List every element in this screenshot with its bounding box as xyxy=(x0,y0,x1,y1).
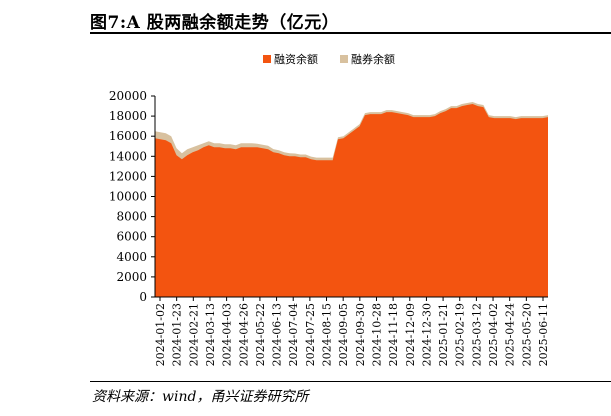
x-tick-label: 2025-05-20 xyxy=(520,303,533,366)
y-tick-label: 16000 xyxy=(109,129,147,143)
y-axis: 0 2000 4000 6000 8000 10000 12000 14000 16000 180… xyxy=(109,89,156,304)
x-tick-label: 2024-11-18 xyxy=(387,303,400,366)
y-tick-label: 0 xyxy=(139,290,147,304)
title-rule xyxy=(90,32,611,34)
x-tick-label: 2024-01-02 xyxy=(154,303,167,366)
x-tick-label: 2024-10-28 xyxy=(370,303,383,366)
y-tick-label: 14000 xyxy=(109,149,147,163)
x-tick-label: 2024-06-13 xyxy=(271,303,284,366)
source-note: 资料来源：wind，甬兴证券研究所 xyxy=(92,389,309,405)
x-tick-label: 2025-01-21 xyxy=(437,303,450,366)
x-tick-label: 2024-09-30 xyxy=(354,303,367,366)
area-financing xyxy=(155,104,548,297)
x-tick-label: 2024-04-03 xyxy=(221,303,234,366)
legend-label-securities-lending: 融券余额 xyxy=(351,52,395,66)
y-tick-label: 2000 xyxy=(116,270,147,284)
x-tick-label: 2024-12-30 xyxy=(420,303,433,366)
margin-balance-chart: 融资余额 融券余额 0 2000 4000 6000 8000 10000 12000 140… xyxy=(109,52,550,366)
x-tick-label: 2024-02-21 xyxy=(187,303,200,366)
x-tick-label: 2025-04-02 xyxy=(487,303,500,366)
y-tick-label: 8000 xyxy=(116,210,147,224)
x-tick-label: 2025-02-19 xyxy=(454,303,467,366)
x-tick-label: 2024-07-04 xyxy=(287,303,300,366)
legend: 融资余额 融券余额 xyxy=(263,52,395,66)
x-tick-label: 2024-09-05 xyxy=(337,303,350,366)
legend-label-financing: 融资余额 xyxy=(274,52,318,66)
x-tick-label: 2025-06-11 xyxy=(537,303,550,366)
x-tick-label: 2024-01-23 xyxy=(171,303,184,366)
y-tick-label: 4000 xyxy=(116,250,147,264)
x-tick-label: 2024-12-09 xyxy=(404,303,417,366)
x-tick-label: 2025-03-12 xyxy=(470,303,483,366)
plot-areas xyxy=(155,102,548,297)
y-tick-label: 6000 xyxy=(116,230,147,244)
y-tick-label: 20000 xyxy=(109,89,147,103)
x-tick-label: 2024-04-26 xyxy=(237,303,250,366)
y-tick-label: 10000 xyxy=(109,190,147,204)
x-tick-label: 2024-05-22 xyxy=(254,303,267,366)
x-axis: 2024-01-02 2024-01-23 2024-02-21 2024-03-13… xyxy=(154,296,550,366)
source-rule xyxy=(90,381,611,382)
legend-swatch-securities-lending xyxy=(340,55,348,63)
legend-swatch-financing xyxy=(263,55,271,63)
figure-title: 图7:A 股两融余额走势（亿元） xyxy=(90,13,340,33)
y-tick-label: 18000 xyxy=(109,109,147,123)
x-tick-label: 2024-07-25 xyxy=(304,303,317,366)
x-tick-label: 2024-03-13 xyxy=(204,303,217,366)
y-tick-label: 12000 xyxy=(109,169,147,183)
x-tick-label: 2025-04-24 xyxy=(504,303,517,366)
x-tick-label: 2024-08-15 xyxy=(321,303,334,366)
